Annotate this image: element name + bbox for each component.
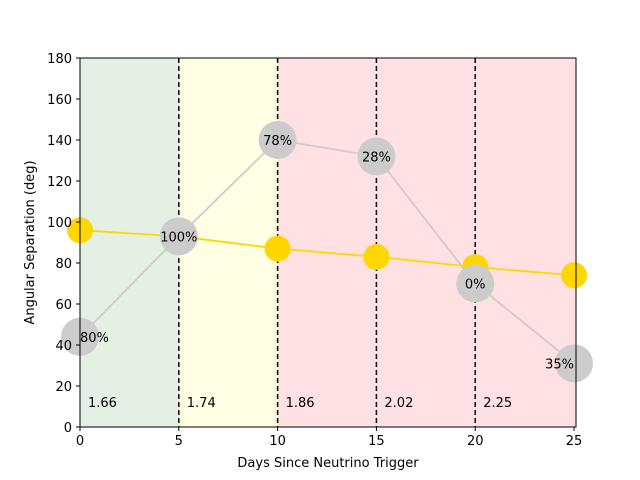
data-label: 0%: [465, 278, 486, 293]
data-label: 80%: [80, 331, 109, 346]
shaded-region-3: [277, 58, 576, 427]
data-label: 35%: [545, 357, 574, 372]
y-tick-label: 180: [47, 52, 72, 67]
y-tick-label: 80: [55, 257, 72, 272]
data-label: 78%: [263, 134, 292, 149]
series-2-point: [456, 264, 495, 303]
vertical-line-label-2: 1.86: [286, 396, 315, 411]
x-tick-label: 0: [76, 434, 84, 449]
series-1-point: [561, 262, 588, 289]
series-2-point: [357, 137, 396, 176]
y-tick-label: 100: [47, 216, 72, 231]
y-tick-label: 140: [47, 134, 72, 149]
x-tick-label: 10: [269, 434, 286, 449]
series-2-line: [79, 139, 575, 365]
y-tick-label: 120: [47, 175, 72, 190]
series-2-point: [258, 121, 297, 159]
region-label-1: 1.66: [88, 396, 117, 411]
data-label: 28%: [362, 150, 391, 165]
x-tick-label: 15: [368, 434, 385, 449]
vertical-line-label-1: 1.74: [187, 396, 216, 411]
series-1-point: [363, 243, 390, 270]
plot-frame: [79, 57, 577, 428]
y-tick-label: 0: [64, 421, 72, 436]
y-tick-label: 160: [47, 93, 72, 108]
series-2-point: [159, 217, 198, 256]
vertical-line-label-3: 2.02: [384, 396, 413, 411]
x-tick-label: 5: [175, 434, 183, 449]
vertical-line-label-4: 2.25: [483, 396, 512, 411]
x-tick-label: 25: [566, 434, 583, 449]
series-2-point: [555, 344, 594, 383]
series-1-point: [264, 235, 291, 262]
x-axis-label: Days Since Neutrino Trigger: [237, 456, 419, 471]
y-tick-label: 20: [55, 380, 72, 395]
data-label: 100%: [160, 230, 197, 245]
y-tick-label: 40: [55, 339, 72, 354]
y-tick-label: 60: [55, 298, 72, 313]
x-tick-label: 20: [467, 434, 484, 449]
y-axis-label: Angular Separation (deg): [23, 160, 38, 324]
